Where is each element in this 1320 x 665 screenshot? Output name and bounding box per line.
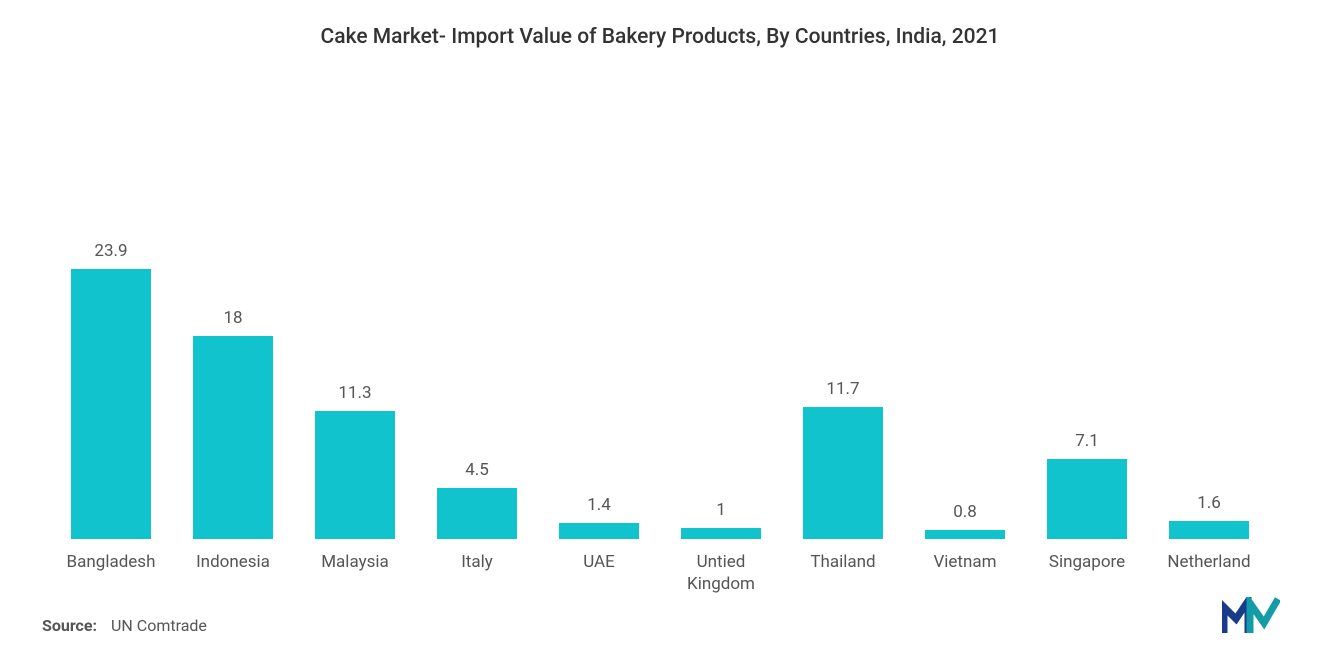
bar-value-label: 7.1	[1075, 431, 1099, 451]
bar-value-label: 11.3	[338, 383, 371, 403]
bar-value-label: 1.6	[1197, 493, 1221, 513]
logo-stroke-dark	[1224, 601, 1248, 633]
category-label: Vietnam	[911, 551, 1019, 595]
bar-group: 7.1	[1033, 431, 1141, 539]
logo-stroke-teal	[1250, 599, 1278, 633]
category-label: Italy	[423, 551, 531, 595]
chart-plot-area: 23.9 18 11.3 4.5 1.4 1 11.7 0.8 7.1 1.6	[40, 139, 1280, 539]
bar-group: 11.7	[789, 379, 897, 539]
bar	[437, 488, 517, 539]
category-label: Thailand	[789, 551, 897, 595]
bar	[681, 528, 761, 539]
bar-value-label: 18	[223, 308, 242, 328]
brand-logo	[1222, 597, 1280, 639]
bar	[1169, 521, 1249, 539]
chart-title: Cake Market- Import Value of Bakery Prod…	[40, 25, 1280, 49]
bar	[803, 407, 883, 539]
bar	[193, 336, 273, 539]
bar-group: 23.9	[57, 241, 165, 539]
bar-group: 1.6	[1155, 493, 1263, 539]
bar-value-label: 23.9	[94, 241, 127, 261]
category-label: Netherland	[1155, 551, 1263, 595]
category-label: Bangladesh	[57, 551, 165, 595]
bar	[559, 523, 639, 539]
bar-group: 0.8	[911, 502, 1019, 539]
bar-value-label: 1	[716, 500, 726, 520]
category-label: Untied Kingdom	[667, 551, 775, 595]
bar-group: 11.3	[301, 383, 409, 539]
bar	[925, 530, 1005, 539]
bar	[71, 269, 151, 539]
bar	[315, 411, 395, 539]
bar-value-label: 0.8	[953, 502, 977, 522]
category-label: Singapore	[1033, 551, 1141, 595]
bar-group: 1.4	[545, 495, 653, 539]
bar-value-label: 4.5	[465, 460, 489, 480]
bar-value-label: 1.4	[587, 495, 611, 515]
source-label: Source:	[42, 616, 97, 635]
category-label: Malaysia	[301, 551, 409, 595]
category-labels-row: Bangladesh Indonesia Malaysia Italy UAE Untie…	[40, 551, 1280, 595]
bar-value-label: 11.7	[826, 379, 859, 399]
source-attribution: Source: UN Comtrade	[42, 616, 207, 635]
source-text: UN Comtrade	[111, 616, 207, 635]
category-label: UAE	[545, 551, 653, 595]
category-label: Indonesia	[179, 551, 287, 595]
bar-group: 18	[179, 308, 287, 539]
bar-group: 4.5	[423, 460, 531, 539]
bar	[1047, 459, 1127, 539]
bar-group: 1	[667, 500, 775, 539]
